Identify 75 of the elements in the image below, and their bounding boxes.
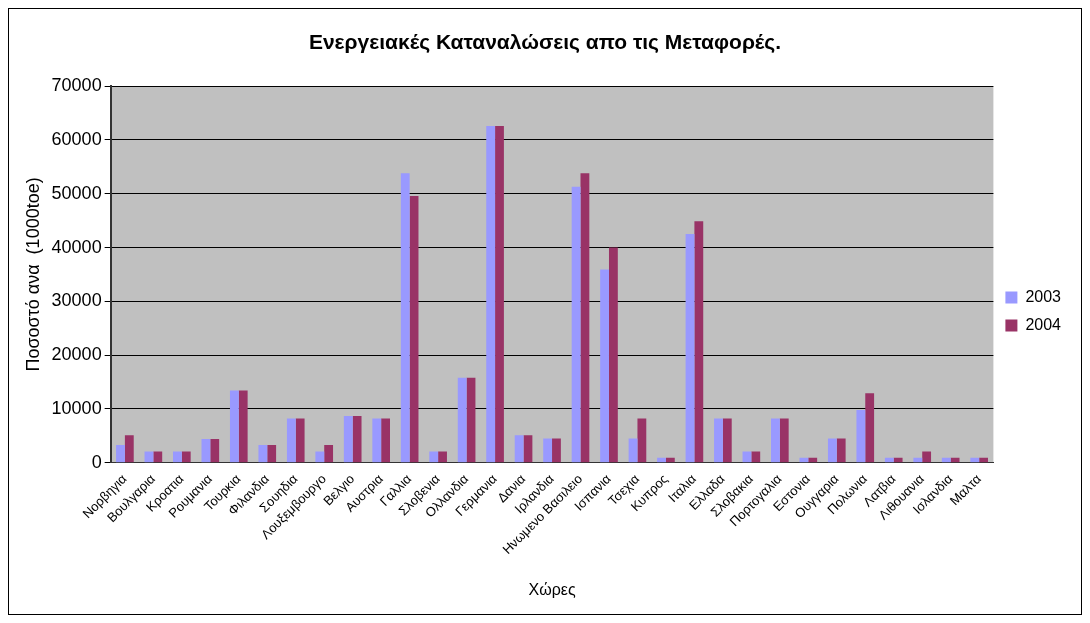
bar xyxy=(608,247,618,463)
bar xyxy=(495,126,504,463)
bar xyxy=(201,439,211,463)
bar xyxy=(181,451,191,463)
bar xyxy=(808,457,818,463)
bar xyxy=(295,418,305,463)
bar xyxy=(665,457,675,463)
bar xyxy=(884,457,894,463)
bar xyxy=(799,457,809,463)
bar xyxy=(628,438,638,463)
bar xyxy=(543,438,553,463)
bar xyxy=(523,435,533,463)
bar xyxy=(751,451,761,463)
y-tick-label: 0 xyxy=(91,451,102,472)
bar xyxy=(600,269,609,463)
bar xyxy=(486,126,496,463)
bar xyxy=(913,457,923,463)
bar xyxy=(922,451,932,463)
bar xyxy=(286,418,296,463)
bar xyxy=(315,451,325,463)
bar xyxy=(970,457,980,463)
y-tick-label: 50000 xyxy=(51,182,102,203)
bar xyxy=(979,457,988,463)
bar xyxy=(941,457,951,463)
bar xyxy=(438,451,447,463)
bar xyxy=(779,418,789,463)
y-tick-label: 70000 xyxy=(51,75,102,96)
bar xyxy=(893,457,903,463)
y-tick-label: 10000 xyxy=(51,397,102,418)
bar xyxy=(352,415,362,463)
bar xyxy=(400,173,410,463)
y-tick-label: 40000 xyxy=(51,236,102,257)
bar xyxy=(580,173,590,463)
chart-title: Ενεργειακές Καταναλώσεις απο τις Μεταφορές. xyxy=(308,30,782,55)
y-axis-title: Ποσοστό ανα (1000toe) xyxy=(22,177,43,372)
x-axis-title: Χώρες xyxy=(528,580,576,598)
bar xyxy=(771,418,780,463)
bar xyxy=(238,390,248,463)
bar xyxy=(258,444,268,463)
bar xyxy=(144,451,154,463)
bar xyxy=(429,451,439,463)
bar xyxy=(466,377,476,463)
bar xyxy=(173,451,182,463)
bar xyxy=(836,438,846,463)
bar xyxy=(381,418,390,463)
bar xyxy=(714,418,723,463)
bar xyxy=(409,195,419,463)
bar xyxy=(552,438,561,463)
bar xyxy=(722,418,732,463)
bar xyxy=(372,418,382,463)
bar xyxy=(324,444,334,463)
y-tick-label: 60000 xyxy=(51,128,102,149)
bar xyxy=(457,377,467,463)
bar xyxy=(229,390,239,463)
bar xyxy=(116,444,125,463)
bar xyxy=(742,451,752,463)
bar xyxy=(865,393,875,463)
bar xyxy=(694,221,704,463)
legend-label: 2004 xyxy=(1025,315,1062,333)
y-tick-label: 20000 xyxy=(51,344,102,365)
bar xyxy=(153,451,163,463)
bar xyxy=(267,444,277,463)
bar xyxy=(571,186,581,463)
bar xyxy=(343,415,353,463)
y-tick-label: 30000 xyxy=(51,290,102,311)
bar xyxy=(827,438,837,463)
bar xyxy=(210,439,220,463)
bar xyxy=(685,234,695,463)
bar xyxy=(950,457,960,463)
bar xyxy=(657,457,666,463)
bar xyxy=(637,418,647,463)
legend-label: 2003 xyxy=(1025,287,1062,305)
bar xyxy=(124,435,134,463)
bar xyxy=(856,409,866,463)
bar xyxy=(514,435,524,463)
